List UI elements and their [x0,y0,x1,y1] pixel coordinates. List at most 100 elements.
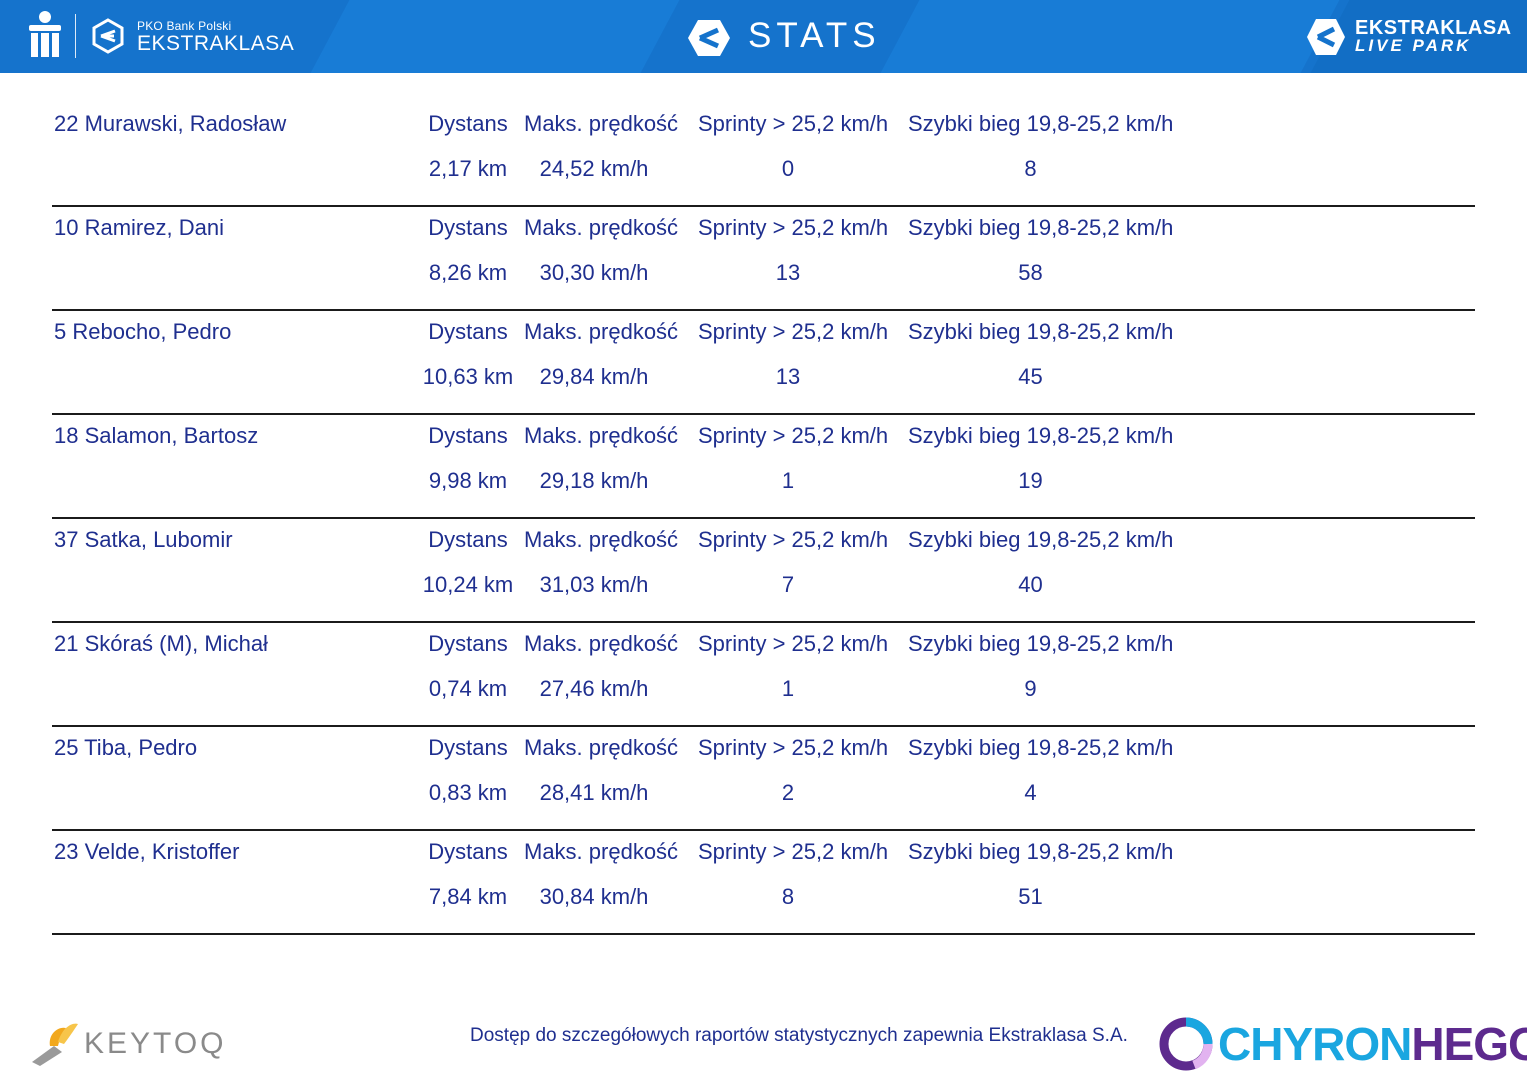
distance-value: 0,74 km [428,676,508,701]
hego-word: HEGO [1411,1018,1527,1070]
distance-value: 9,98 km [428,468,508,493]
player-row: 5 Rebocho, Pedro Dystans Maks. prędkość … [52,311,1475,415]
keytoq-logo-text: KEYTOQ [84,1027,227,1060]
sprints-label: Sprinty > 25,2 km/h [698,527,889,552]
header-bar: PKO Bank Polski EKSTRAKLASA STATS EKSTRA… [0,0,1527,73]
header-shade [310,0,680,73]
max-speed-label: Maks. prędkość [524,319,679,344]
sprints-label: Sprinty > 25,2 km/h [698,215,889,240]
fast-run-label: Szybki bieg 19,8-25,2 km/h [908,423,1174,448]
player-name: 22 Murawski, Radosław [54,111,287,136]
pko-bank-icon [29,11,61,57]
fast-run-label: Szybki bieg 19,8-25,2 km/h [908,735,1174,760]
player-row: 18 Salamon, Bartosz Dystans Maks. prędko… [52,415,1475,519]
sprints-value: 1 [781,468,795,493]
sprints-label: Sprinty > 25,2 km/h [698,111,889,136]
distance-label: Dystans [428,215,508,240]
max-speed-value: 27,46 km/h [539,676,649,701]
sprints-label: Sprinty > 25,2 km/h [698,423,889,448]
player-name: 23 Velde, Kristoffer [54,839,240,864]
max-speed-value: 31,03 km/h [539,572,649,597]
max-speed-label: Maks. prędkość [524,839,679,864]
max-speed-label: Maks. prędkość [524,735,679,760]
chyronhego-logo-text: CHYRONHEGO [1218,1017,1527,1071]
max-speed-label: Maks. prędkość [524,215,679,240]
max-speed-value: 30,84 km/h [539,884,649,909]
header-shade [880,0,1340,73]
live-park-subtitle: LIVE PARK [1355,36,1472,55]
live-park-title: EKSTRAKLASA [1355,17,1512,39]
distance-value: 10,24 km [422,572,514,597]
max-speed-label: Maks. prędkość [524,423,679,448]
page-title: STATS [748,16,881,55]
sprints-label: Sprinty > 25,2 km/h [698,735,889,760]
keytoq-logo-icon [32,1023,78,1066]
player-name: 21 Skóraś (M), Michał [54,631,268,656]
distance-label: Dystans [428,631,508,656]
distance-value: 10,63 km [422,364,514,389]
fast-run-value: 58 [1018,260,1043,285]
max-speed-label: Maks. prędkość [524,631,679,656]
chyron-word: CHYRON [1218,1018,1412,1070]
fast-run-value: 8 [1024,156,1037,181]
distance-value: 2,17 km [428,156,508,181]
max-speed-value: 24,52 km/h [539,156,649,181]
footer-note: Dostęp do szczegółowych raportów statyst… [470,1025,1128,1046]
max-speed-value: 29,84 km/h [539,364,649,389]
fast-run-value: 19 [1018,468,1043,493]
distance-value: 8,26 km [428,260,508,285]
max-speed-value: 30,30 km/h [539,260,649,285]
fast-run-value: 9 [1024,676,1037,701]
player-name: 10 Ramirez, Dani [54,215,224,240]
stats-logo-icon [688,20,730,56]
player-row: 21 Skóraś (M), Michał Dystans Maks. pręd… [52,623,1475,727]
sprints-value: 13 [775,260,801,285]
player-name: 25 Tiba, Pedro [54,735,198,760]
distance-label: Dystans [428,319,508,344]
fast-run-value: 4 [1024,780,1037,805]
fast-run-value: 45 [1018,364,1043,389]
distance-label: Dystans [428,423,508,448]
chyronhego-logo-icon [1159,1017,1213,1071]
sprints-value: 8 [781,884,795,909]
player-row: 37 Satka, Lubomir Dystans Maks. prędkość… [52,519,1475,623]
header-league-name: EKSTRAKLASA [137,32,295,55]
fast-run-label: Szybki bieg 19,8-25,2 km/h [908,319,1174,344]
distance-label: Dystans [428,527,508,552]
fast-run-label: Szybki bieg 19,8-25,2 km/h [908,631,1174,656]
sprints-label: Sprinty > 25,2 km/h [698,319,889,344]
sprints-label: Sprinty > 25,2 km/h [698,839,889,864]
player-row: 22 Murawski, Radosław Dystans Maks. pręd… [52,103,1475,207]
header-divider [75,14,76,58]
fast-run-label: Szybki bieg 19,8-25,2 km/h [908,215,1174,240]
max-speed-label: Maks. prędkość [524,111,679,136]
sprints-value: 2 [781,780,795,805]
distance-label: Dystans [428,111,508,136]
sprints-value: 13 [775,364,801,389]
max-speed-value: 28,41 km/h [539,780,649,805]
ekstraklasa-logo-icon [92,18,124,54]
fast-run-label: Szybki bieg 19,8-25,2 km/h [908,527,1174,552]
live-park-logo-icon [1307,19,1345,55]
fast-run-value: 51 [1018,884,1043,909]
max-speed-label: Maks. prędkość [524,527,679,552]
sprints-label: Sprinty > 25,2 km/h [698,631,889,656]
player-name: 5 Rebocho, Pedro [54,319,232,344]
sprints-value: 7 [781,572,795,597]
max-speed-value: 29,18 km/h [539,468,649,493]
fast-run-value: 40 [1018,572,1043,597]
distance-label: Dystans [428,839,508,864]
header-bank-name: PKO Bank Polski [137,19,232,33]
player-row: 10 Ramirez, Dani Dystans Maks. prędkość … [52,207,1475,311]
fast-run-label: Szybki bieg 19,8-25,2 km/h [908,111,1174,136]
sprints-value: 1 [781,676,795,701]
fast-run-label: Szybki bieg 19,8-25,2 km/h [908,839,1174,864]
player-name: 37 Satka, Lubomir [54,527,233,552]
distance-value: 7,84 km [428,884,508,909]
player-stats-list: 22 Murawski, Radosław Dystans Maks. pręd… [52,103,1475,935]
distance-value: 0,83 km [428,780,508,805]
distance-label: Dystans [428,735,508,760]
player-row: 23 Velde, Kristoffer Dystans Maks. prędk… [52,831,1475,935]
player-row: 25 Tiba, Pedro Dystans Maks. prędkość Sp… [52,727,1475,831]
player-name: 18 Salamon, Bartosz [54,423,259,448]
